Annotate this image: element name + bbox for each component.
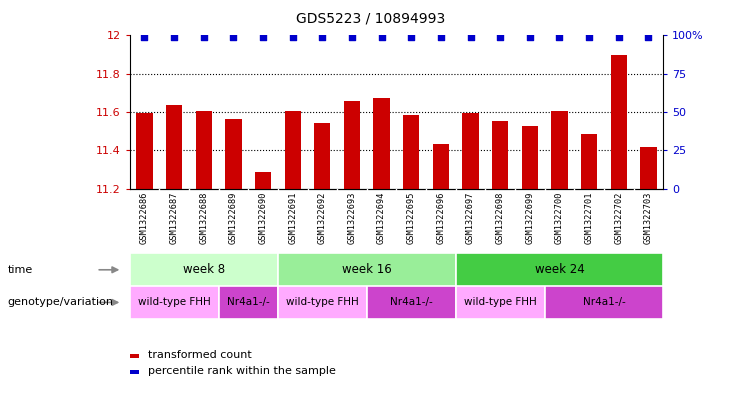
Bar bbox=[285, 111, 301, 189]
Text: GSM1322695: GSM1322695 bbox=[407, 192, 416, 244]
Text: Nr4a1-/-: Nr4a1-/- bbox=[227, 298, 270, 307]
Text: GSM1322699: GSM1322699 bbox=[525, 192, 534, 244]
Bar bbox=[136, 113, 153, 189]
Bar bbox=[581, 134, 597, 189]
Point bbox=[139, 34, 150, 40]
Bar bbox=[314, 123, 330, 189]
Bar bbox=[373, 97, 390, 189]
Text: GSM1322690: GSM1322690 bbox=[259, 192, 268, 244]
Text: Nr4a1-/-: Nr4a1-/- bbox=[390, 298, 433, 307]
Text: GSM1322688: GSM1322688 bbox=[199, 192, 208, 244]
Text: wild-type FHH: wild-type FHH bbox=[464, 298, 536, 307]
Bar bbox=[278, 253, 456, 286]
Text: GSM1322687: GSM1322687 bbox=[170, 192, 179, 244]
Point bbox=[316, 34, 328, 40]
Text: GSM1322703: GSM1322703 bbox=[644, 192, 653, 244]
Bar bbox=[403, 115, 419, 189]
Point bbox=[287, 34, 299, 40]
Text: Nr4a1-/-: Nr4a1-/- bbox=[582, 298, 625, 307]
Bar bbox=[344, 101, 360, 189]
Bar bbox=[278, 286, 367, 319]
Point bbox=[346, 34, 358, 40]
Text: GSM1322696: GSM1322696 bbox=[436, 192, 445, 244]
Bar bbox=[640, 147, 657, 189]
Point bbox=[613, 34, 625, 40]
Bar bbox=[462, 113, 479, 189]
Bar bbox=[219, 286, 278, 319]
Point bbox=[168, 34, 180, 40]
Bar bbox=[456, 253, 663, 286]
Bar bbox=[433, 143, 449, 189]
Bar bbox=[545, 286, 663, 319]
Bar bbox=[130, 354, 139, 358]
Text: percentile rank within the sample: percentile rank within the sample bbox=[148, 366, 336, 376]
Text: GSM1322692: GSM1322692 bbox=[318, 192, 327, 244]
Bar bbox=[196, 111, 212, 189]
Bar bbox=[255, 173, 271, 189]
Text: transformed count: transformed count bbox=[148, 350, 252, 360]
Text: GSM1322697: GSM1322697 bbox=[466, 192, 475, 244]
Bar bbox=[130, 286, 219, 319]
Text: wild-type FHH: wild-type FHH bbox=[138, 298, 210, 307]
Bar bbox=[166, 105, 182, 189]
Bar bbox=[551, 111, 568, 189]
Point bbox=[227, 34, 239, 40]
Bar bbox=[522, 127, 538, 189]
Point bbox=[583, 34, 595, 40]
Text: week 8: week 8 bbox=[183, 263, 225, 276]
Bar bbox=[367, 286, 456, 319]
Point bbox=[435, 34, 447, 40]
Point bbox=[376, 34, 388, 40]
Text: genotype/variation: genotype/variation bbox=[7, 298, 113, 307]
Point bbox=[554, 34, 565, 40]
Text: GSM1322702: GSM1322702 bbox=[614, 192, 623, 244]
Point bbox=[198, 34, 210, 40]
Text: time: time bbox=[7, 265, 33, 275]
Bar bbox=[130, 253, 278, 286]
Bar bbox=[130, 370, 139, 374]
Text: GSM1322686: GSM1322686 bbox=[140, 192, 149, 244]
Point bbox=[494, 34, 506, 40]
Bar bbox=[611, 55, 627, 189]
Point bbox=[257, 34, 269, 40]
Point bbox=[465, 34, 476, 40]
Bar bbox=[492, 121, 508, 189]
Text: GSM1322691: GSM1322691 bbox=[288, 192, 297, 244]
Text: GSM1322694: GSM1322694 bbox=[377, 192, 386, 244]
Bar bbox=[225, 119, 242, 189]
Point bbox=[405, 34, 417, 40]
Point bbox=[642, 34, 654, 40]
Text: GDS5223 / 10894993: GDS5223 / 10894993 bbox=[296, 12, 445, 26]
Point bbox=[524, 34, 536, 40]
Text: week 16: week 16 bbox=[342, 263, 392, 276]
Text: GSM1322698: GSM1322698 bbox=[496, 192, 505, 244]
Text: GSM1322700: GSM1322700 bbox=[555, 192, 564, 244]
Text: GSM1322701: GSM1322701 bbox=[585, 192, 594, 244]
Text: wild-type FHH: wild-type FHH bbox=[286, 298, 359, 307]
Text: week 24: week 24 bbox=[534, 263, 585, 276]
Text: GSM1322689: GSM1322689 bbox=[229, 192, 238, 244]
Bar bbox=[456, 286, 545, 319]
Text: GSM1322693: GSM1322693 bbox=[348, 192, 356, 244]
